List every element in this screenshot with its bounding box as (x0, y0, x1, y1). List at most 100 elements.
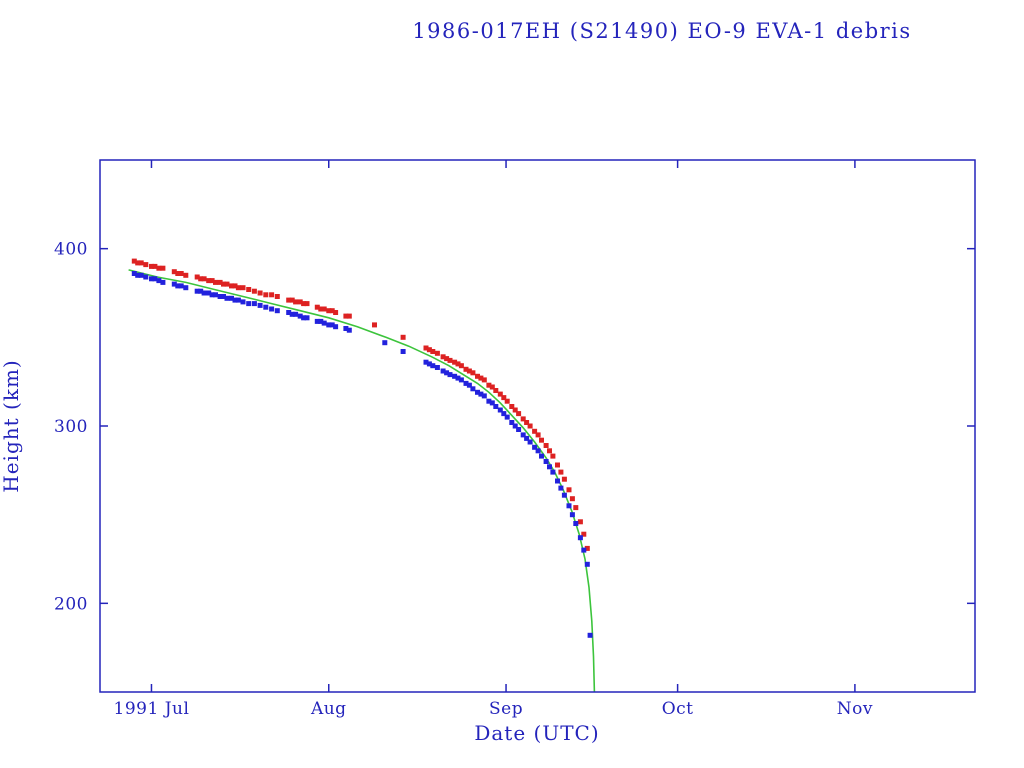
perigee-height-point (213, 292, 218, 298)
apogee-height-point (138, 260, 144, 266)
apogee-height-point (213, 279, 218, 285)
perigee-height-point (501, 411, 507, 417)
perigee-height-point (584, 561, 590, 567)
perigee-height-point (183, 285, 189, 291)
perigee-height-point (194, 288, 200, 294)
apogee-height-point (297, 299, 303, 305)
apogee-height-point (555, 462, 560, 468)
apogee-height-point (430, 349, 436, 354)
perigee-height-point (318, 318, 324, 324)
apogee-height-point (481, 377, 487, 383)
apogee-height-point (497, 391, 503, 397)
perigee-height-point (493, 404, 499, 409)
apogee-height-point (478, 375, 484, 381)
apogee-height-point (321, 306, 327, 312)
apogee-height-point (206, 278, 212, 284)
apogee-height-point (400, 334, 406, 340)
perigee-height-point (452, 373, 458, 379)
apogee-height-point (535, 432, 541, 438)
plot-area: 1991 Jul Aug Sep Oct Nov 200 300 400 (54, 159, 976, 719)
apogee-height-point (232, 283, 238, 289)
perigee-height-point (512, 423, 518, 429)
perigee-height-point (289, 311, 295, 317)
apogee-height-point (440, 354, 446, 360)
apogee-height-point (346, 313, 352, 319)
perigee-height-point (301, 315, 307, 321)
perigee-height-point (486, 398, 492, 404)
chart-title: 1986-017EH (S21490) EO-9 EVA-1 debris (412, 19, 911, 43)
perigee-height-point (131, 271, 137, 276)
apogee-height-point (463, 366, 469, 372)
perigee-height-point (573, 521, 579, 526)
perigee-height-point (481, 393, 487, 399)
perigee-height-point (447, 372, 453, 378)
apogee-height-point (520, 416, 526, 422)
apogee-height-point (426, 347, 432, 353)
apogee-height-point (194, 274, 200, 280)
apogee-height-point (183, 272, 189, 278)
perigee-height-point (286, 310, 292, 315)
apogee-height-point (486, 382, 492, 388)
apogee-height-point (329, 308, 335, 314)
perigee-height-point (257, 302, 263, 308)
apogee-height-point (447, 357, 453, 363)
apogee-height-point (569, 496, 575, 502)
perigee-height-point (178, 283, 184, 289)
perigee-height-point (509, 420, 515, 425)
perigee-height-point (497, 407, 503, 413)
perigee-height-point (314, 318, 320, 324)
apogee-height-point (458, 363, 464, 369)
x-tick-label: Aug (310, 699, 347, 719)
apogee-height-series (131, 258, 590, 551)
apogee-height-point (455, 361, 461, 367)
apogee-height-point (566, 487, 572, 493)
apogee-height-point (301, 301, 307, 307)
apogee-height-point (289, 297, 295, 303)
perigee-height-point (346, 327, 352, 333)
apogee-height-point (314, 304, 320, 310)
apogee-height-point (343, 313, 349, 319)
apogee-height-point (224, 281, 230, 287)
x-axis-title: Date (UTC) (474, 721, 599, 745)
perigee-height-point (201, 290, 207, 296)
perigee-height-point (138, 272, 144, 278)
x-tick-label: Sep (489, 699, 523, 719)
perigee-height-point (229, 295, 234, 301)
apogee-height-point (504, 398, 510, 404)
perigee-height-point (444, 370, 450, 376)
perigee-height-point (235, 297, 241, 303)
perigee-height-point (251, 301, 257, 307)
apogee-height-point (178, 271, 184, 276)
perigee-height-point (434, 365, 440, 370)
apogee-height-point (229, 283, 234, 289)
perigee-height-point (458, 377, 464, 383)
perigee-height-point (246, 301, 252, 307)
x-tick-label: 1991 Jul (114, 699, 190, 719)
x-tick-label: Nov (837, 699, 873, 719)
perigee-height-point (423, 359, 429, 365)
perigee-height-point (143, 274, 149, 280)
y-axis-title: Height (km) (0, 359, 23, 492)
perigee-height-point (547, 464, 552, 470)
perigee-height-point (297, 313, 303, 319)
perigee-height-point (569, 512, 575, 518)
apogee-height-point (512, 407, 518, 413)
perigee-height-point (532, 444, 538, 450)
apogee-height-point (539, 437, 544, 443)
y-tick-label: 400 (54, 240, 88, 260)
perigee-height-point (263, 304, 269, 310)
perigee-height-point (426, 361, 432, 367)
apogee-height-point (152, 263, 158, 269)
perigee-height-point (209, 292, 215, 298)
perigee-height-point (524, 435, 530, 441)
perigee-height-point (198, 288, 204, 294)
apogee-height-point (550, 453, 556, 459)
apogee-height-point (452, 359, 458, 365)
apogee-height-point (143, 262, 149, 268)
apogee-height-point (558, 469, 564, 475)
apogee-height-point (160, 265, 166, 271)
perigee-height-point (274, 308, 280, 314)
apogee-height-point (201, 276, 207, 282)
perigee-height-point (527, 439, 533, 445)
apogee-height-point (584, 545, 590, 551)
